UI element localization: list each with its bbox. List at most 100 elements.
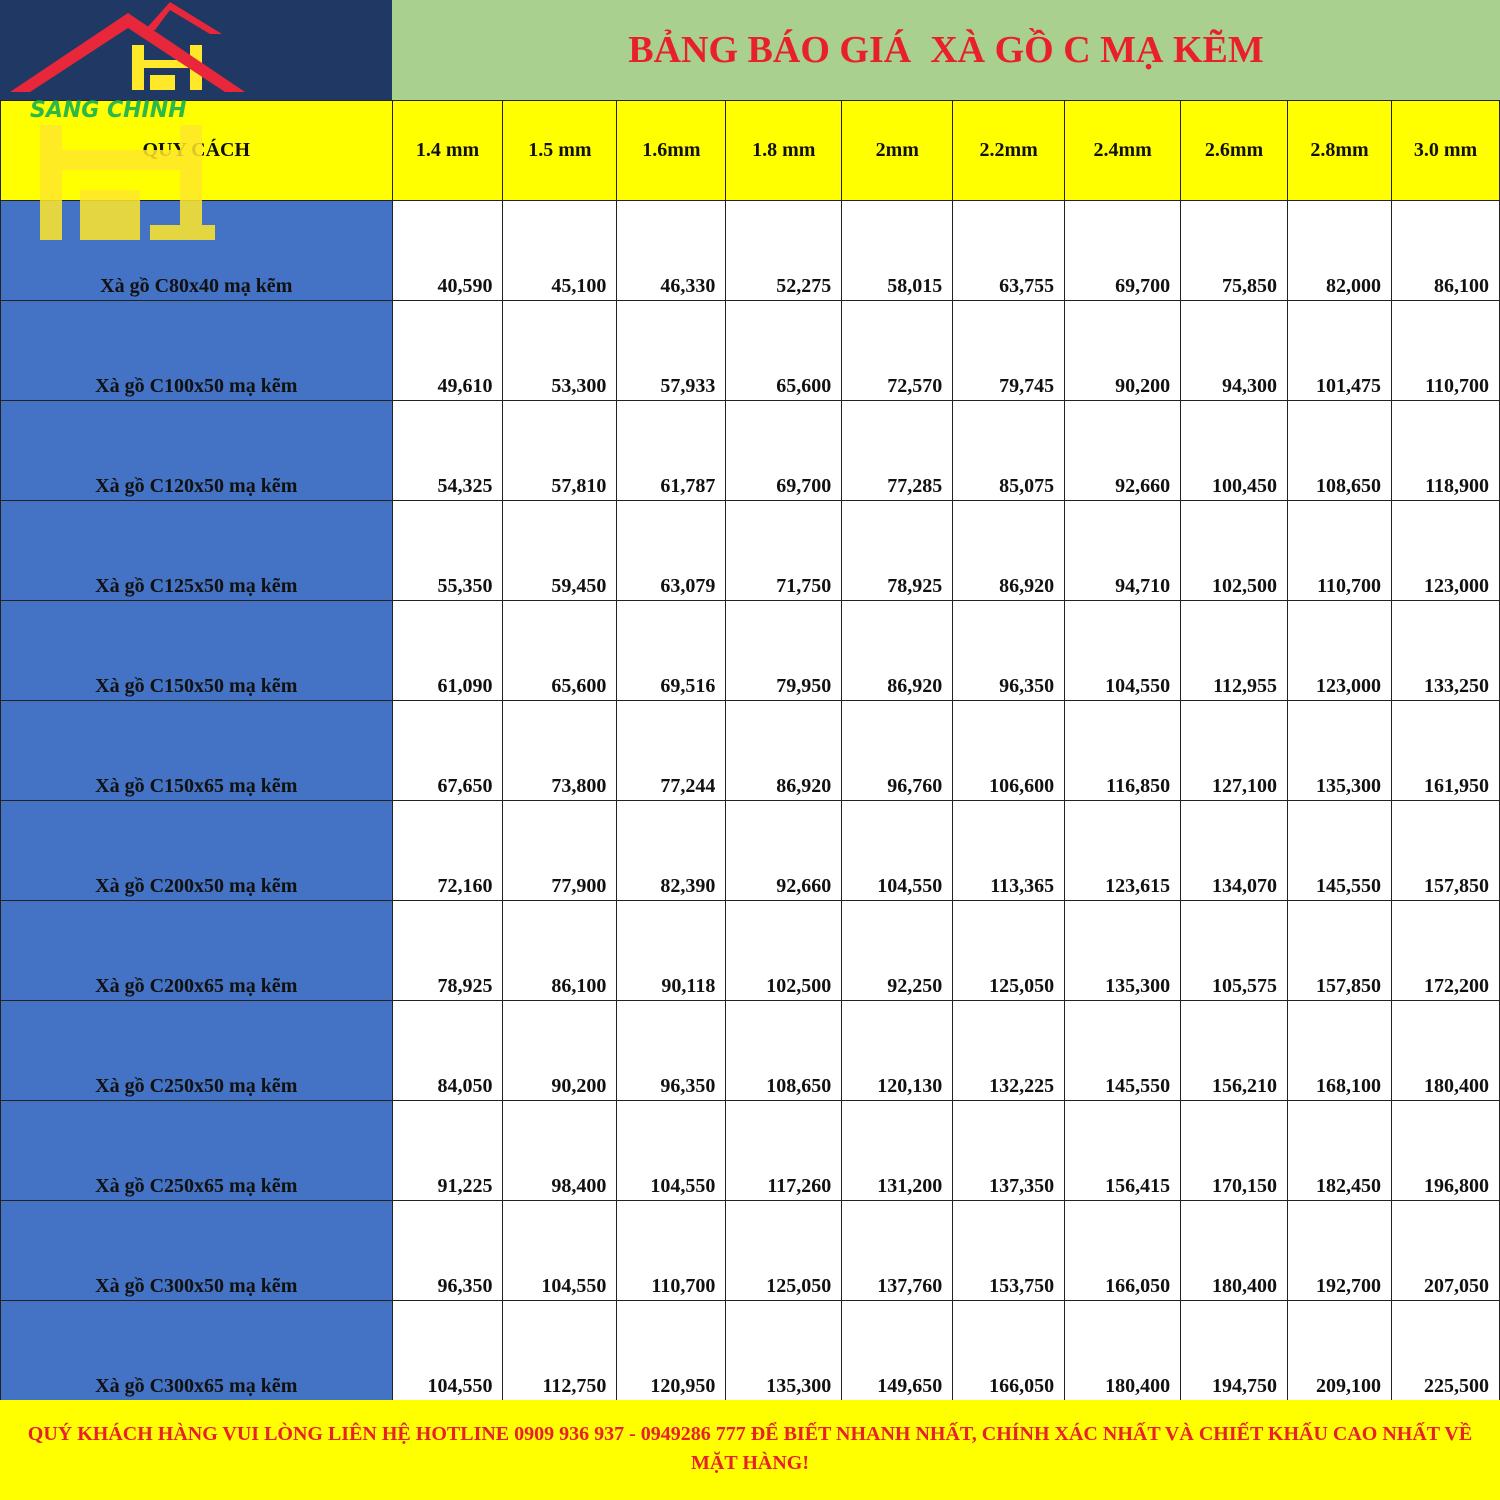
price-cell: 86,920: [841, 600, 954, 701]
price-cell: 182,450: [1287, 1100, 1392, 1201]
price-cell: 123,615: [1064, 800, 1182, 901]
price-cell: 94,710: [1064, 500, 1182, 601]
price-cell: 125,050: [725, 1200, 843, 1301]
price-cell: 52,275: [725, 200, 843, 301]
price-cell: 86,920: [725, 700, 843, 801]
price-cell: 53,300: [502, 300, 618, 401]
price-cell: 77,244: [616, 700, 727, 801]
price-cell: 135,300: [1287, 700, 1392, 801]
price-cell: 110,700: [1390, 300, 1500, 401]
price-cell: 92,250: [841, 900, 954, 1001]
table-row: Xà gồ C300x50 mạ kẽm 96,350 104,550 110,700…: [0, 1200, 1500, 1301]
price-cell: 157,850: [1287, 900, 1392, 1001]
spec-cell: Xà gồ C200x65 mạ kẽm: [0, 900, 393, 1001]
price-cell: 170,150: [1180, 1100, 1289, 1201]
thickness-header: 1.8 mm: [725, 100, 843, 201]
header-row: QUY CÁCH 1.4 mm 1.5 mm 1.6mm 1.8 mm 2mm 2.2mm…: [0, 100, 1500, 201]
price-cell: 79,950: [725, 600, 843, 701]
price-cell: 90,118: [616, 900, 727, 1001]
table-row: Xà gồ C100x50 mạ kẽm 49,610 53,300 57,933 65…: [0, 300, 1500, 401]
table-row: Xà gồ C80x40 mạ kẽm 40,590 45,100 46,330 52,…: [0, 200, 1500, 301]
price-cell: 90,200: [1064, 300, 1182, 401]
price-cell: 58,015: [841, 200, 954, 301]
spec-cell: Xà gồ C125x50 mạ kẽm: [0, 500, 393, 601]
thickness-header: 2.4mm: [1064, 100, 1182, 201]
price-cell: 123,000: [1287, 600, 1392, 701]
price-cell: 82,390: [616, 800, 727, 901]
thickness-header: 2.6mm: [1180, 100, 1289, 201]
price-cell: 49,610: [391, 300, 504, 401]
price-cell: 96,350: [391, 1200, 504, 1301]
price-cell: 85,075: [952, 400, 1066, 501]
spec-cell: Xà gồ C250x65 mạ kẽm: [0, 1100, 393, 1201]
price-cell: 113,365: [952, 800, 1066, 901]
price-cell: 92,660: [1064, 400, 1182, 501]
price-cell: 69,700: [1064, 200, 1182, 301]
spec-cell: Xà gồ C250x50 mạ kẽm: [0, 1000, 393, 1101]
price-cell: 116,850: [1064, 700, 1182, 801]
price-cell: 78,925: [391, 900, 504, 1001]
price-cell: 98,400: [502, 1100, 618, 1201]
price-cell: 166,050: [952, 1300, 1066, 1401]
price-cell: 153,750: [952, 1200, 1066, 1301]
price-cell: 40,590: [391, 200, 504, 301]
price-cell: 82,000: [1287, 200, 1392, 301]
price-cell: 59,450: [502, 500, 618, 601]
spec-cell: Xà gồ C150x65 mạ kẽm: [0, 700, 393, 801]
table-row: Xà gồ C125x50 mạ kẽm 55,350 59,450 63,079 71…: [0, 500, 1500, 601]
price-cell: 180,400: [1180, 1200, 1289, 1301]
spec-cell: Xà gồ C100x50 mạ kẽm: [0, 300, 393, 401]
table-row: Xà gồ C120x50 mạ kẽm 54,325 57,810 61,787 69…: [0, 400, 1500, 501]
price-cell: 133,250: [1390, 600, 1500, 701]
price-cell: 96,760: [841, 700, 954, 801]
price-cell: 157,850: [1390, 800, 1500, 901]
price-cell: 108,650: [1287, 400, 1392, 501]
price-cell: 92,660: [725, 800, 843, 901]
price-cell: 117,260: [725, 1100, 843, 1201]
price-cell: 127,100: [1180, 700, 1289, 801]
price-cell: 166,050: [1064, 1200, 1182, 1301]
price-cell: 104,550: [1064, 600, 1182, 701]
price-cell: 102,500: [1180, 500, 1289, 601]
price-cell: 137,350: [952, 1100, 1066, 1201]
price-cell: 131,200: [841, 1100, 954, 1201]
price-cell: 196,800: [1390, 1100, 1500, 1201]
table-row: Xà gồ C200x50 mạ kẽm 72,160 77,900 82,390 92…: [0, 800, 1500, 901]
price-cell: 79,745: [952, 300, 1066, 401]
price-cell: 104,550: [616, 1100, 727, 1201]
price-cell: 90,200: [502, 1000, 618, 1101]
price-cell: 135,300: [725, 1300, 843, 1401]
price-cell: 209,100: [1287, 1300, 1392, 1401]
price-cell: 108,650: [725, 1000, 843, 1101]
price-cell: 120,950: [616, 1300, 727, 1401]
price-cell: 118,900: [1390, 400, 1500, 501]
price-cell: 110,700: [616, 1200, 727, 1301]
price-cell: 104,550: [391, 1300, 504, 1401]
price-cell: 172,200: [1390, 900, 1500, 1001]
price-cell: 96,350: [616, 1000, 727, 1101]
price-cell: 55,350: [391, 500, 504, 601]
page-title: BẢNG BÁO GIÁ XÀ GỒ C MẠ KẼM: [392, 0, 1500, 100]
spec-header: QUY CÁCH: [0, 100, 393, 201]
spec-cell: Xà gồ C150x50 mạ kẽm: [0, 600, 393, 701]
spec-cell: Xà gồ C300x65 mạ kẽm: [0, 1300, 393, 1401]
price-cell: 180,400: [1064, 1300, 1182, 1401]
price-cell: 101,475: [1287, 300, 1392, 401]
spec-cell: Xà gồ C80x40 mạ kẽm: [0, 200, 393, 301]
price-cell: 71,750: [725, 500, 843, 601]
price-cell: 94,300: [1180, 300, 1289, 401]
price-cell: 156,415: [1064, 1100, 1182, 1201]
price-cell: 104,550: [502, 1200, 618, 1301]
price-cell: 96,350: [952, 600, 1066, 701]
price-cell: 86,100: [1390, 200, 1500, 301]
price-cell: 72,160: [391, 800, 504, 901]
thickness-header: 2.2mm: [952, 100, 1066, 201]
footer-notice: QUÝ KHÁCH HÀNG VUI LÒNG LIÊN HỆ HOTLINE …: [0, 1400, 1500, 1500]
price-cell: 106,600: [952, 700, 1066, 801]
price-cell: 156,210: [1180, 1000, 1289, 1101]
thickness-header: 3.0 mm: [1390, 100, 1500, 201]
price-cell: 123,000: [1390, 500, 1500, 601]
logo-cell: [0, 0, 392, 100]
price-cell: 120,130: [841, 1000, 954, 1101]
price-cell: 45,100: [502, 200, 618, 301]
